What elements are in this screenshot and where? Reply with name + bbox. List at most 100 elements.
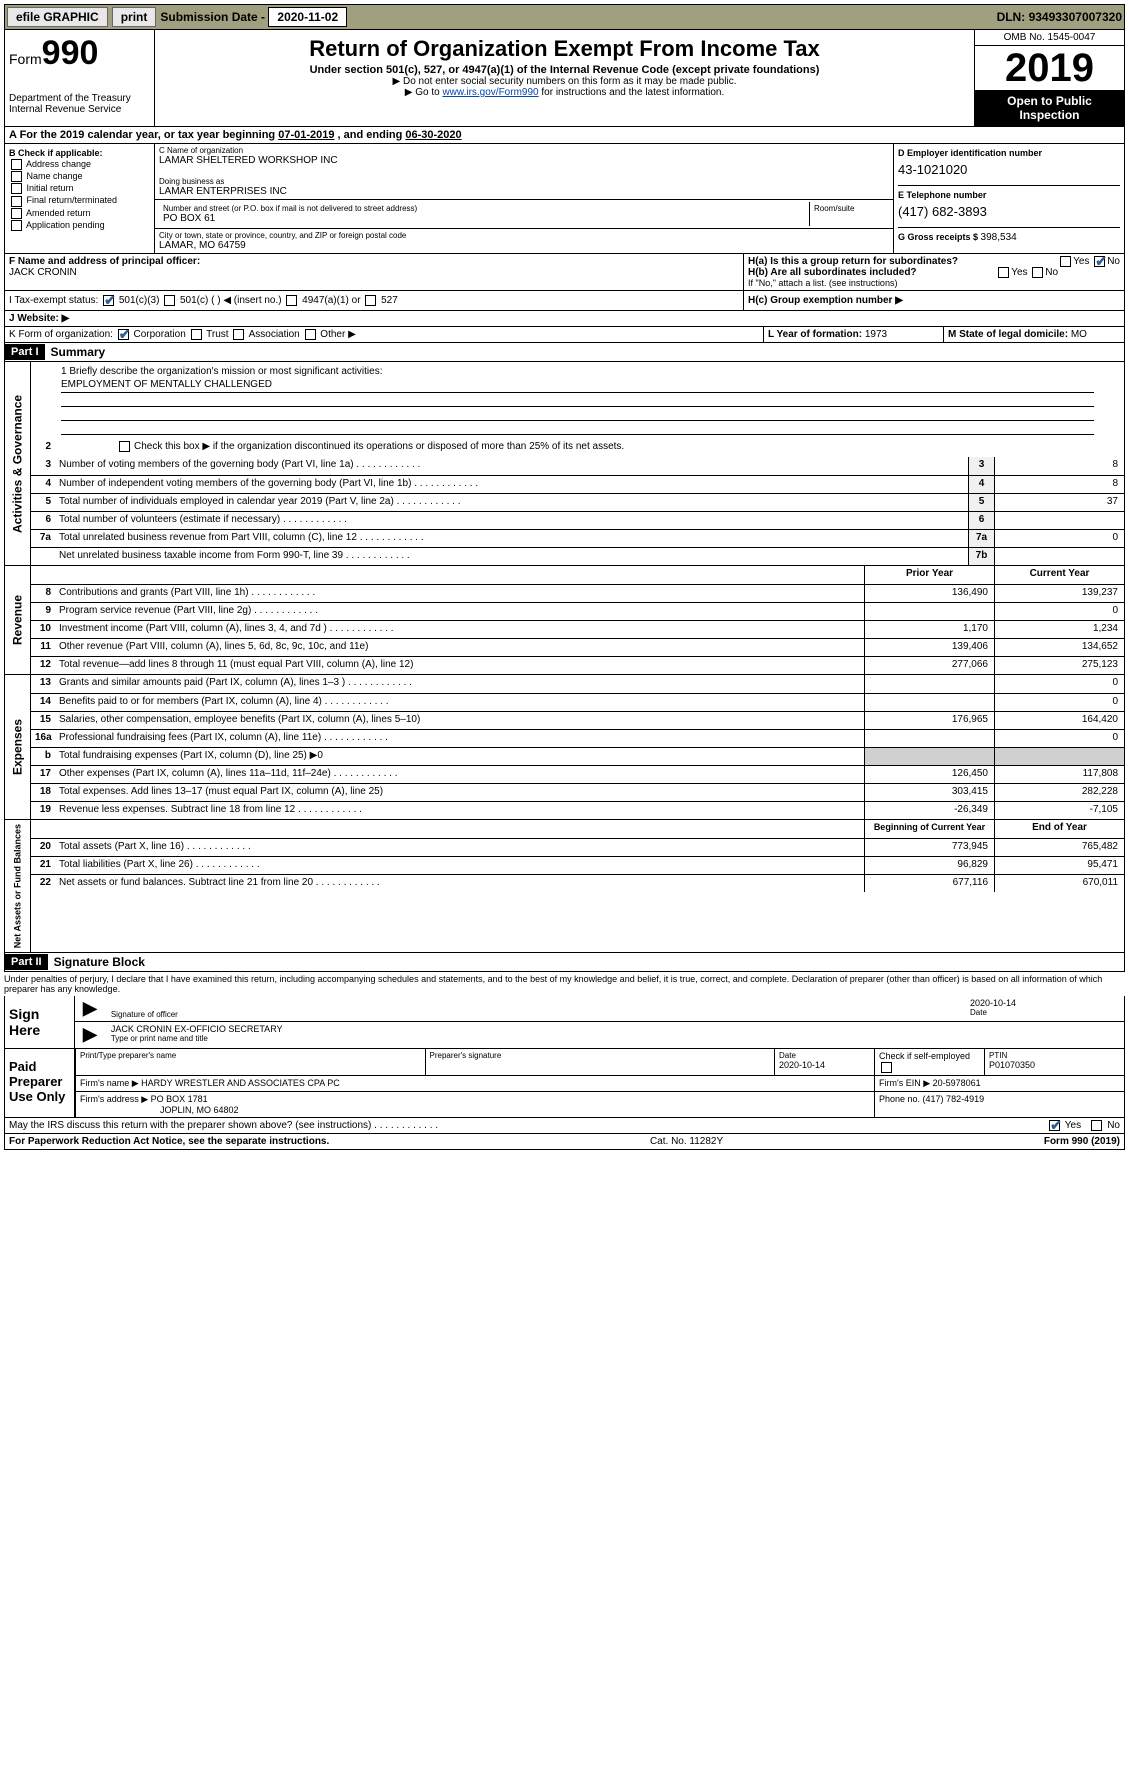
l14-curr: 0: [994, 694, 1124, 711]
l17-prior: 126,450: [864, 766, 994, 783]
omb-number: OMB No. 1545-0047: [975, 30, 1124, 46]
chk-initial[interactable]: [11, 183, 22, 194]
l9-curr: 0: [994, 603, 1124, 620]
website-row: J Website: ▶: [4, 311, 1125, 327]
part1-header: Part I Summary: [4, 343, 1125, 362]
hb-yes[interactable]: [998, 267, 1009, 278]
l22-prior: 677,116: [864, 875, 994, 892]
chk-527[interactable]: [365, 295, 376, 306]
tax-year: 2019: [975, 46, 1124, 90]
l11-curr: 134,652: [994, 639, 1124, 656]
discuss-row: May the IRS discuss this return with the…: [4, 1118, 1125, 1134]
form-number: Form990: [9, 34, 150, 73]
governance-section: Activities & Governance 1 Briefly descri…: [4, 362, 1125, 566]
chk-discontinued[interactable]: [119, 441, 130, 452]
l20-curr: 765,482: [994, 839, 1124, 856]
dba-name: LAMAR ENTERPRISES INC: [159, 186, 889, 197]
firm-city: JOPLIN, MO 64802: [80, 1105, 239, 1115]
chk-501c3[interactable]: [103, 295, 114, 306]
firm-phone: (417) 782-4919: [923, 1094, 985, 1104]
l19-curr: -7,105: [994, 802, 1124, 819]
l20-prior: 773,945: [864, 839, 994, 856]
form-header: Form990 Department of the Treasury Inter…: [4, 30, 1125, 127]
street-address: PO BOX 61: [163, 213, 805, 224]
block-right: D Employer identification number 43-1021…: [894, 144, 1124, 253]
hint-link: ▶ Go to www.irs.gov/Form990 for instruct…: [159, 87, 970, 98]
l16a-curr: 0: [994, 730, 1124, 747]
footer: For Paperwork Reduction Act Notice, see …: [4, 1134, 1125, 1150]
discuss-yes[interactable]: [1049, 1120, 1060, 1131]
l21-prior: 96,829: [864, 857, 994, 874]
l12-prior: 277,066: [864, 657, 994, 674]
l5-val: 37: [994, 494, 1124, 511]
officer-group-row: F Name and address of principal officer:…: [4, 254, 1125, 291]
l3-val: 8: [994, 457, 1124, 475]
perjury-statement: Under penalties of perjury, I declare th…: [4, 972, 1125, 996]
ha-yes[interactable]: [1060, 256, 1071, 267]
mission: EMPLOYMENT OF MENTALLY CHALLENGED: [61, 377, 1094, 393]
firm-name: HARDY WRESTLER AND ASSOCIATES CPA PC: [141, 1078, 340, 1088]
l13-prior: [864, 675, 994, 693]
l21-curr: 95,471: [994, 857, 1124, 874]
l12-curr: 275,123: [994, 657, 1124, 674]
city-state-zip: LAMAR, MO 64759: [159, 240, 889, 251]
signature-block: Sign Here ▶ Signature of officer 2020-10…: [4, 996, 1125, 1049]
chk-address[interactable]: [11, 159, 22, 170]
l17-curr: 117,808: [994, 766, 1124, 783]
hint-ssn: ▶ Do not enter social security numbers o…: [159, 76, 970, 87]
open-public: Open to Public Inspection: [975, 90, 1124, 126]
telephone: (417) 682-3893: [898, 200, 1120, 223]
chk-pending[interactable]: [11, 220, 22, 231]
hb-no[interactable]: [1032, 267, 1043, 278]
discuss-no[interactable]: [1091, 1120, 1102, 1131]
l7b-val: [994, 548, 1124, 565]
l22-curr: 670,011: [994, 875, 1124, 892]
l4-val: 8: [994, 476, 1124, 493]
irs-link[interactable]: www.irs.gov/Form990: [442, 87, 538, 98]
ptin: P01070350: [989, 1060, 1035, 1070]
l16a-prior: [864, 730, 994, 747]
state-domicile: MO: [1071, 329, 1087, 340]
chk-trust[interactable]: [191, 329, 202, 340]
firm-ein: 20-5978061: [933, 1078, 981, 1088]
org-form-row: K Form of organization: Corporation Trus…: [4, 327, 1125, 343]
ha-no[interactable]: [1094, 256, 1105, 267]
l18-prior: 303,415: [864, 784, 994, 801]
l7a-val: 0: [994, 530, 1124, 547]
org-name: LAMAR SHELTERED WORKSHOP INC: [159, 155, 889, 166]
preparer-block: Paid Preparer Use Only Print/Type prepar…: [4, 1049, 1125, 1117]
l13-curr: 0: [994, 675, 1124, 693]
chk-4947[interactable]: [286, 295, 297, 306]
submission-date: 2020-11-02: [268, 7, 347, 27]
chk-501c[interactable]: [164, 295, 175, 306]
form-ref: Form 990 (2019): [1044, 1136, 1120, 1147]
chk-other[interactable]: [305, 329, 316, 340]
principal-officer: JACK CRONIN: [9, 267, 77, 278]
period-row: A For the 2019 calendar year, or tax yea…: [4, 127, 1125, 144]
chk-amended[interactable]: [11, 208, 22, 219]
dept-treasury: Department of the Treasury: [9, 93, 150, 104]
chk-corp[interactable]: [118, 329, 129, 340]
l14-prior: [864, 694, 994, 711]
year-formation: 1973: [865, 329, 887, 340]
tab-expenses: Expenses: [5, 675, 31, 819]
expenses-section: Expenses 13Grants and similar amounts pa…: [4, 675, 1125, 820]
l10-prior: 1,170: [864, 621, 994, 638]
arrow-icon: ▶: [79, 998, 101, 1019]
chk-name[interactable]: [11, 171, 22, 182]
prep-date: 2020-10-14: [779, 1060, 825, 1070]
sign-here-label: Sign Here: [5, 996, 75, 1048]
l15-curr: 164,420: [994, 712, 1124, 729]
l19-prior: -26,349: [864, 802, 994, 819]
identity-row: B Check if applicable: Address change Na…: [4, 144, 1125, 254]
chk-final[interactable]: [11, 196, 22, 207]
sig-date: 2020-10-14: [970, 998, 1120, 1008]
l10-curr: 1,234: [994, 621, 1124, 638]
chk-assoc[interactable]: [233, 329, 244, 340]
chk-self-employed[interactable]: [881, 1062, 892, 1073]
gross-receipts: 398,534: [981, 232, 1017, 243]
tab-governance: Activities & Governance: [5, 362, 31, 565]
print-button[interactable]: print: [112, 7, 157, 27]
block-c: C Name of organization LAMAR SHELTERED W…: [155, 144, 894, 253]
netassets-section: Net Assets or Fund Balances Beginning of…: [4, 820, 1125, 953]
